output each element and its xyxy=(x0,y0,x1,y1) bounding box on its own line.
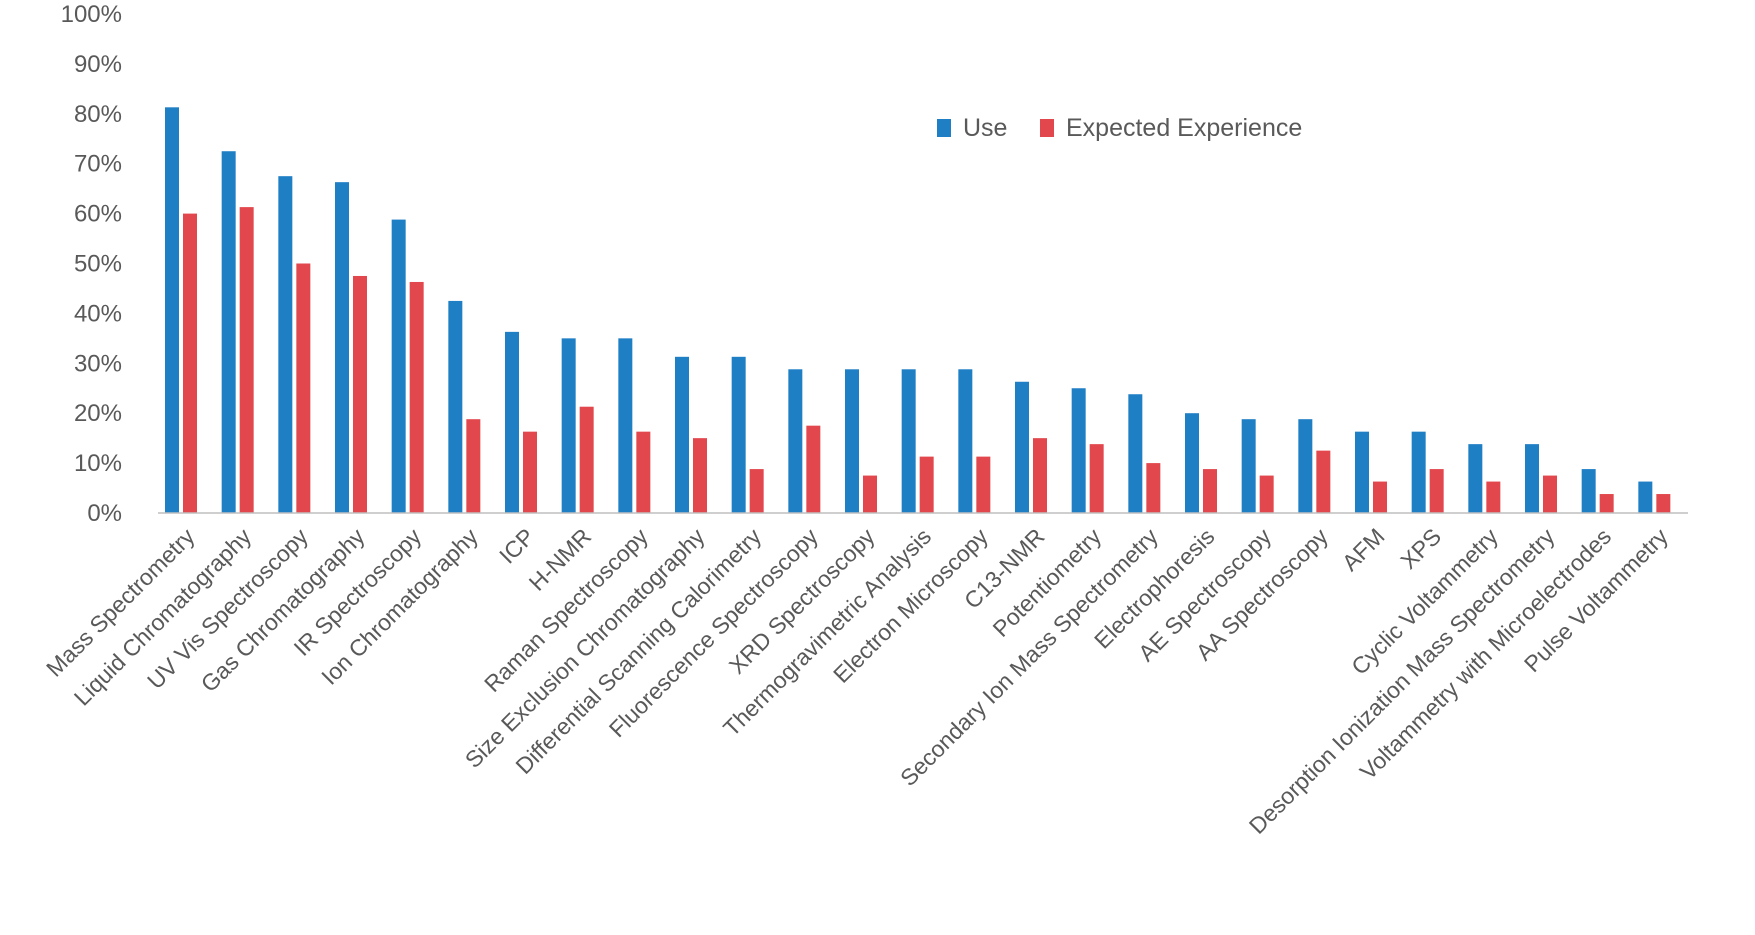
bar-expected-experience-c13-nmr xyxy=(1033,438,1047,513)
bar-use-pulse-voltammetry xyxy=(1638,481,1653,513)
x-tick-label: AFM xyxy=(1337,523,1390,576)
bar-use-size-exclusion-chromatography xyxy=(675,356,689,513)
bar-expected-experience-pulse-voltammetry xyxy=(1656,494,1671,513)
bar-use-voltammetry-with-microelectrodes xyxy=(1581,469,1596,513)
bar-use-ion-chromatography xyxy=(448,300,463,513)
bar-use-c13-nmr xyxy=(1015,381,1029,513)
bar-expected-experience-uv-vis-spectroscopy xyxy=(296,263,311,513)
bar-expected-experience-afm xyxy=(1373,481,1387,513)
bar-use-ae-spectroscopy xyxy=(1241,419,1256,513)
y-tick-label: 40% xyxy=(74,300,122,327)
bar-expected-experience-electron-microscopy xyxy=(976,456,991,513)
bar-expected-experience-liquid-chromatography xyxy=(239,207,254,513)
bar-expected-experience-cyclic-voltammetry xyxy=(1486,481,1501,513)
bar-use-afm xyxy=(1355,431,1369,513)
y-tick-label: 0% xyxy=(87,500,122,527)
y-tick-label: 50% xyxy=(74,251,122,278)
x-tick-label: ICP xyxy=(494,523,539,568)
x-tick-label: Size Exclusion Chromatography xyxy=(460,523,710,773)
bar-expected-experience-secondary-ion-mass-spectrometry xyxy=(1146,463,1161,513)
bar-expected-experience-electrophoresis xyxy=(1203,469,1217,513)
bar-use-gas-chromatography xyxy=(335,182,349,513)
bar-expected-experience-desorption-ionization-mass-spectrometry xyxy=(1543,475,1557,513)
y-tick-label: 60% xyxy=(74,201,122,228)
legend-label-expected-experience: Expected Experience xyxy=(1066,114,1302,142)
bar-use-differential-scanning-calorimetry xyxy=(731,356,746,513)
bar-expected-experience-xrd-spectroscopy xyxy=(863,475,877,513)
bar-expected-experience-thermogravimetric-analysis xyxy=(919,456,934,513)
bar-use-cyclic-voltammetry xyxy=(1468,444,1483,513)
bar-expected-experience-raman-spectroscopy xyxy=(636,431,651,513)
bar-expected-experience-voltammetry-with-microelectrodes xyxy=(1599,494,1614,513)
bar-use-mass-spectrometry xyxy=(165,107,179,514)
bar-use-icp xyxy=(505,331,519,513)
bar-expected-experience-ion-chromatography xyxy=(466,419,481,513)
x-tick-label: XPS xyxy=(1395,523,1446,574)
bar-use-secondary-ion-mass-spectrometry xyxy=(1128,394,1143,513)
bar-expected-experience-potentiometry xyxy=(1089,444,1104,513)
bar-use-h-nmr xyxy=(561,338,576,513)
bar-expected-experience-aa-spectroscopy xyxy=(1316,450,1331,513)
bar-use-fluorescence-spectroscopy xyxy=(788,369,803,513)
y-tick-label: 80% xyxy=(74,101,122,128)
bar-expected-experience-xps xyxy=(1429,469,1444,513)
bar-expected-experience-size-exclusion-chromatography xyxy=(693,438,707,513)
bar-expected-experience-icp xyxy=(523,431,537,513)
bar-use-uv-vis-spectroscopy xyxy=(278,176,293,514)
bar-use-raman-spectroscopy xyxy=(618,338,633,513)
bar-expected-experience-h-nmr xyxy=(579,406,594,513)
bar-use-electrophoresis xyxy=(1185,413,1199,513)
bar-use-electron-microscopy xyxy=(958,369,973,513)
bar-use-potentiometry xyxy=(1071,388,1086,513)
y-tick-label: 100% xyxy=(61,1,122,28)
y-tick-label: 70% xyxy=(74,151,122,178)
y-tick-label: 90% xyxy=(74,51,122,78)
bar-use-aa-spectroscopy xyxy=(1298,419,1313,513)
legend-label-use: Use xyxy=(963,114,1007,142)
bar-use-ir-spectroscopy xyxy=(391,219,406,513)
bar-use-xps xyxy=(1411,431,1426,513)
y-axis: 0% 10% 20% 30% 40% 50% 60% 70% 80% 90% 100% xyxy=(61,1,122,527)
bar-expected-experience-gas-chromatography xyxy=(353,275,367,513)
bar-expected-experience-ae-spectroscopy xyxy=(1259,475,1274,513)
bar-use-xrd-spectroscopy xyxy=(845,369,859,513)
bar-expected-experience-differential-scanning-calorimetry xyxy=(749,469,764,513)
y-tick-label: 10% xyxy=(74,450,122,477)
bars xyxy=(165,107,1671,514)
bar-expected-experience-ir-spectroscopy xyxy=(409,281,424,513)
bar-use-liquid-chromatography xyxy=(221,151,236,513)
bar-expected-experience-mass-spectrometry xyxy=(183,213,197,513)
bar-expected-experience-fluorescence-spectroscopy xyxy=(806,425,821,513)
bar-use-thermogravimetric-analysis xyxy=(901,369,916,513)
x-tick-label: Voltammetry with Microelectrodes xyxy=(1355,523,1617,785)
y-tick-label: 20% xyxy=(74,400,122,427)
bar-use-desorption-ionization-mass-spectrometry xyxy=(1525,444,1539,513)
y-tick-label: 30% xyxy=(74,350,122,377)
legend-swatch-expected-experience xyxy=(1040,119,1054,137)
legend-swatch-use xyxy=(937,119,951,137)
legend: Use Expected Experience xyxy=(937,114,1302,142)
